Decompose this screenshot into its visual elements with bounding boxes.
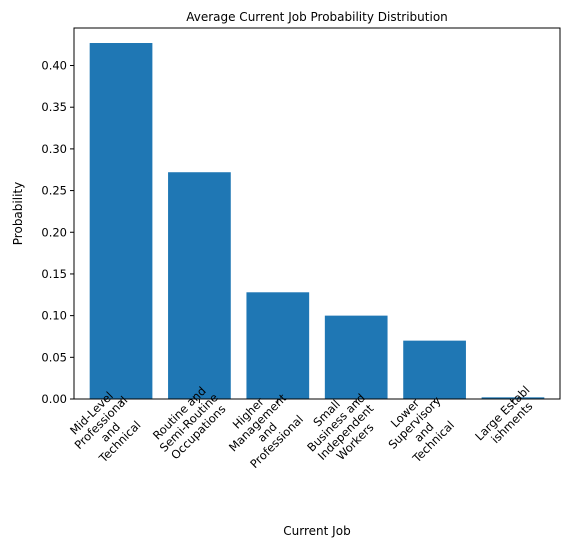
x-axis-label: Current Job <box>283 524 350 538</box>
y-tick-label-6: 0.30 <box>41 142 67 156</box>
x-tick-label-5: Large Establishments <box>472 383 542 453</box>
y-tick-label-5: 0.25 <box>41 184 67 198</box>
bars-group <box>89 43 545 399</box>
y-tick-label-2: 0.10 <box>41 309 67 323</box>
bar-4 <box>403 340 466 399</box>
bar-2 <box>246 292 310 399</box>
y-tick-label-0: 0.00 <box>41 392 67 406</box>
plot-frame <box>73 27 561 400</box>
y-tick-label-7: 0.35 <box>41 100 67 114</box>
bar-0 <box>89 43 153 399</box>
y-tick-label-1: 0.05 <box>41 350 67 364</box>
chart-title: Average Current Job Probability Distribu… <box>186 10 448 24</box>
bar-5 <box>481 397 545 399</box>
y-tick-label-4: 0.20 <box>41 225 67 239</box>
y-axis-label: Probability <box>11 182 25 245</box>
bar-3 <box>324 315 388 399</box>
y-tick-label-8: 0.40 <box>41 59 67 73</box>
y-axis: 0.00 0.05 0.10 0.15 0.20 0.25 0.30 0.35 0.40 <box>41 59 74 406</box>
bar-1 <box>168 172 231 399</box>
y-tick-label-3: 0.15 <box>41 267 67 281</box>
